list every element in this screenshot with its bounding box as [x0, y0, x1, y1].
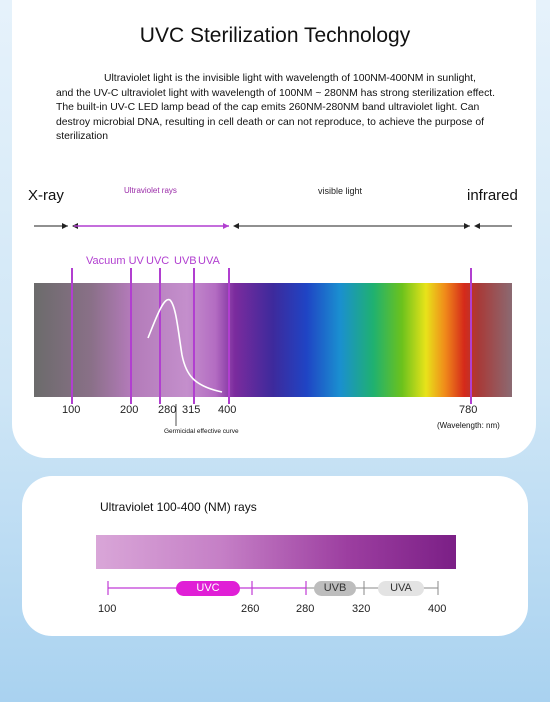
visible-light-label: visible light	[318, 186, 363, 196]
marker-400	[228, 268, 230, 404]
xray-label: X-ray	[28, 187, 64, 204]
scale-tick-400: 400	[428, 603, 447, 615]
marker-315	[193, 268, 195, 404]
marker-200	[130, 268, 132, 404]
uv-gradient-bar	[96, 535, 456, 569]
scale-tick-260: 260	[241, 603, 260, 615]
marker-780	[470, 268, 472, 404]
uva-pill: UVA	[378, 581, 424, 596]
uvb-pill: UVB	[314, 581, 356, 596]
tick-780: 780	[459, 404, 478, 416]
curve-label: Germicidal effective curve	[164, 428, 239, 435]
scale-tick-280: 280	[296, 603, 315, 615]
tick-315: 315	[182, 404, 201, 416]
infrared-label: infrared	[467, 187, 518, 204]
band-vacuum-uv: Vacuum UV	[86, 255, 144, 267]
spectrum-bar	[34, 283, 512, 397]
marker-280	[159, 268, 161, 404]
uv-scale-title: Ultraviolet 100-400 (NM) rays	[100, 500, 257, 514]
tick-100: 100	[62, 404, 81, 416]
uv-rays-label: Ultraviolet rays	[124, 186, 177, 195]
wavelength-unit: (Wavelength: nm)	[437, 421, 500, 430]
band-uvc: UVC	[146, 255, 170, 267]
band-uva: UVA	[198, 255, 220, 267]
tick-400: 400	[218, 404, 237, 416]
tick-280: 280	[158, 404, 177, 416]
marker-100	[71, 268, 73, 404]
page-title: UVC Sterilization Technology	[139, 24, 411, 47]
band-uvb: UVB	[174, 255, 197, 267]
tick-200: 200	[120, 404, 139, 416]
scale-tick-100: 100	[98, 603, 117, 615]
uvc-pill: UVC	[176, 581, 240, 596]
scale-tick-320: 320	[352, 603, 371, 615]
description-text: Ultraviolet light is the invisible light…	[56, 73, 496, 143]
